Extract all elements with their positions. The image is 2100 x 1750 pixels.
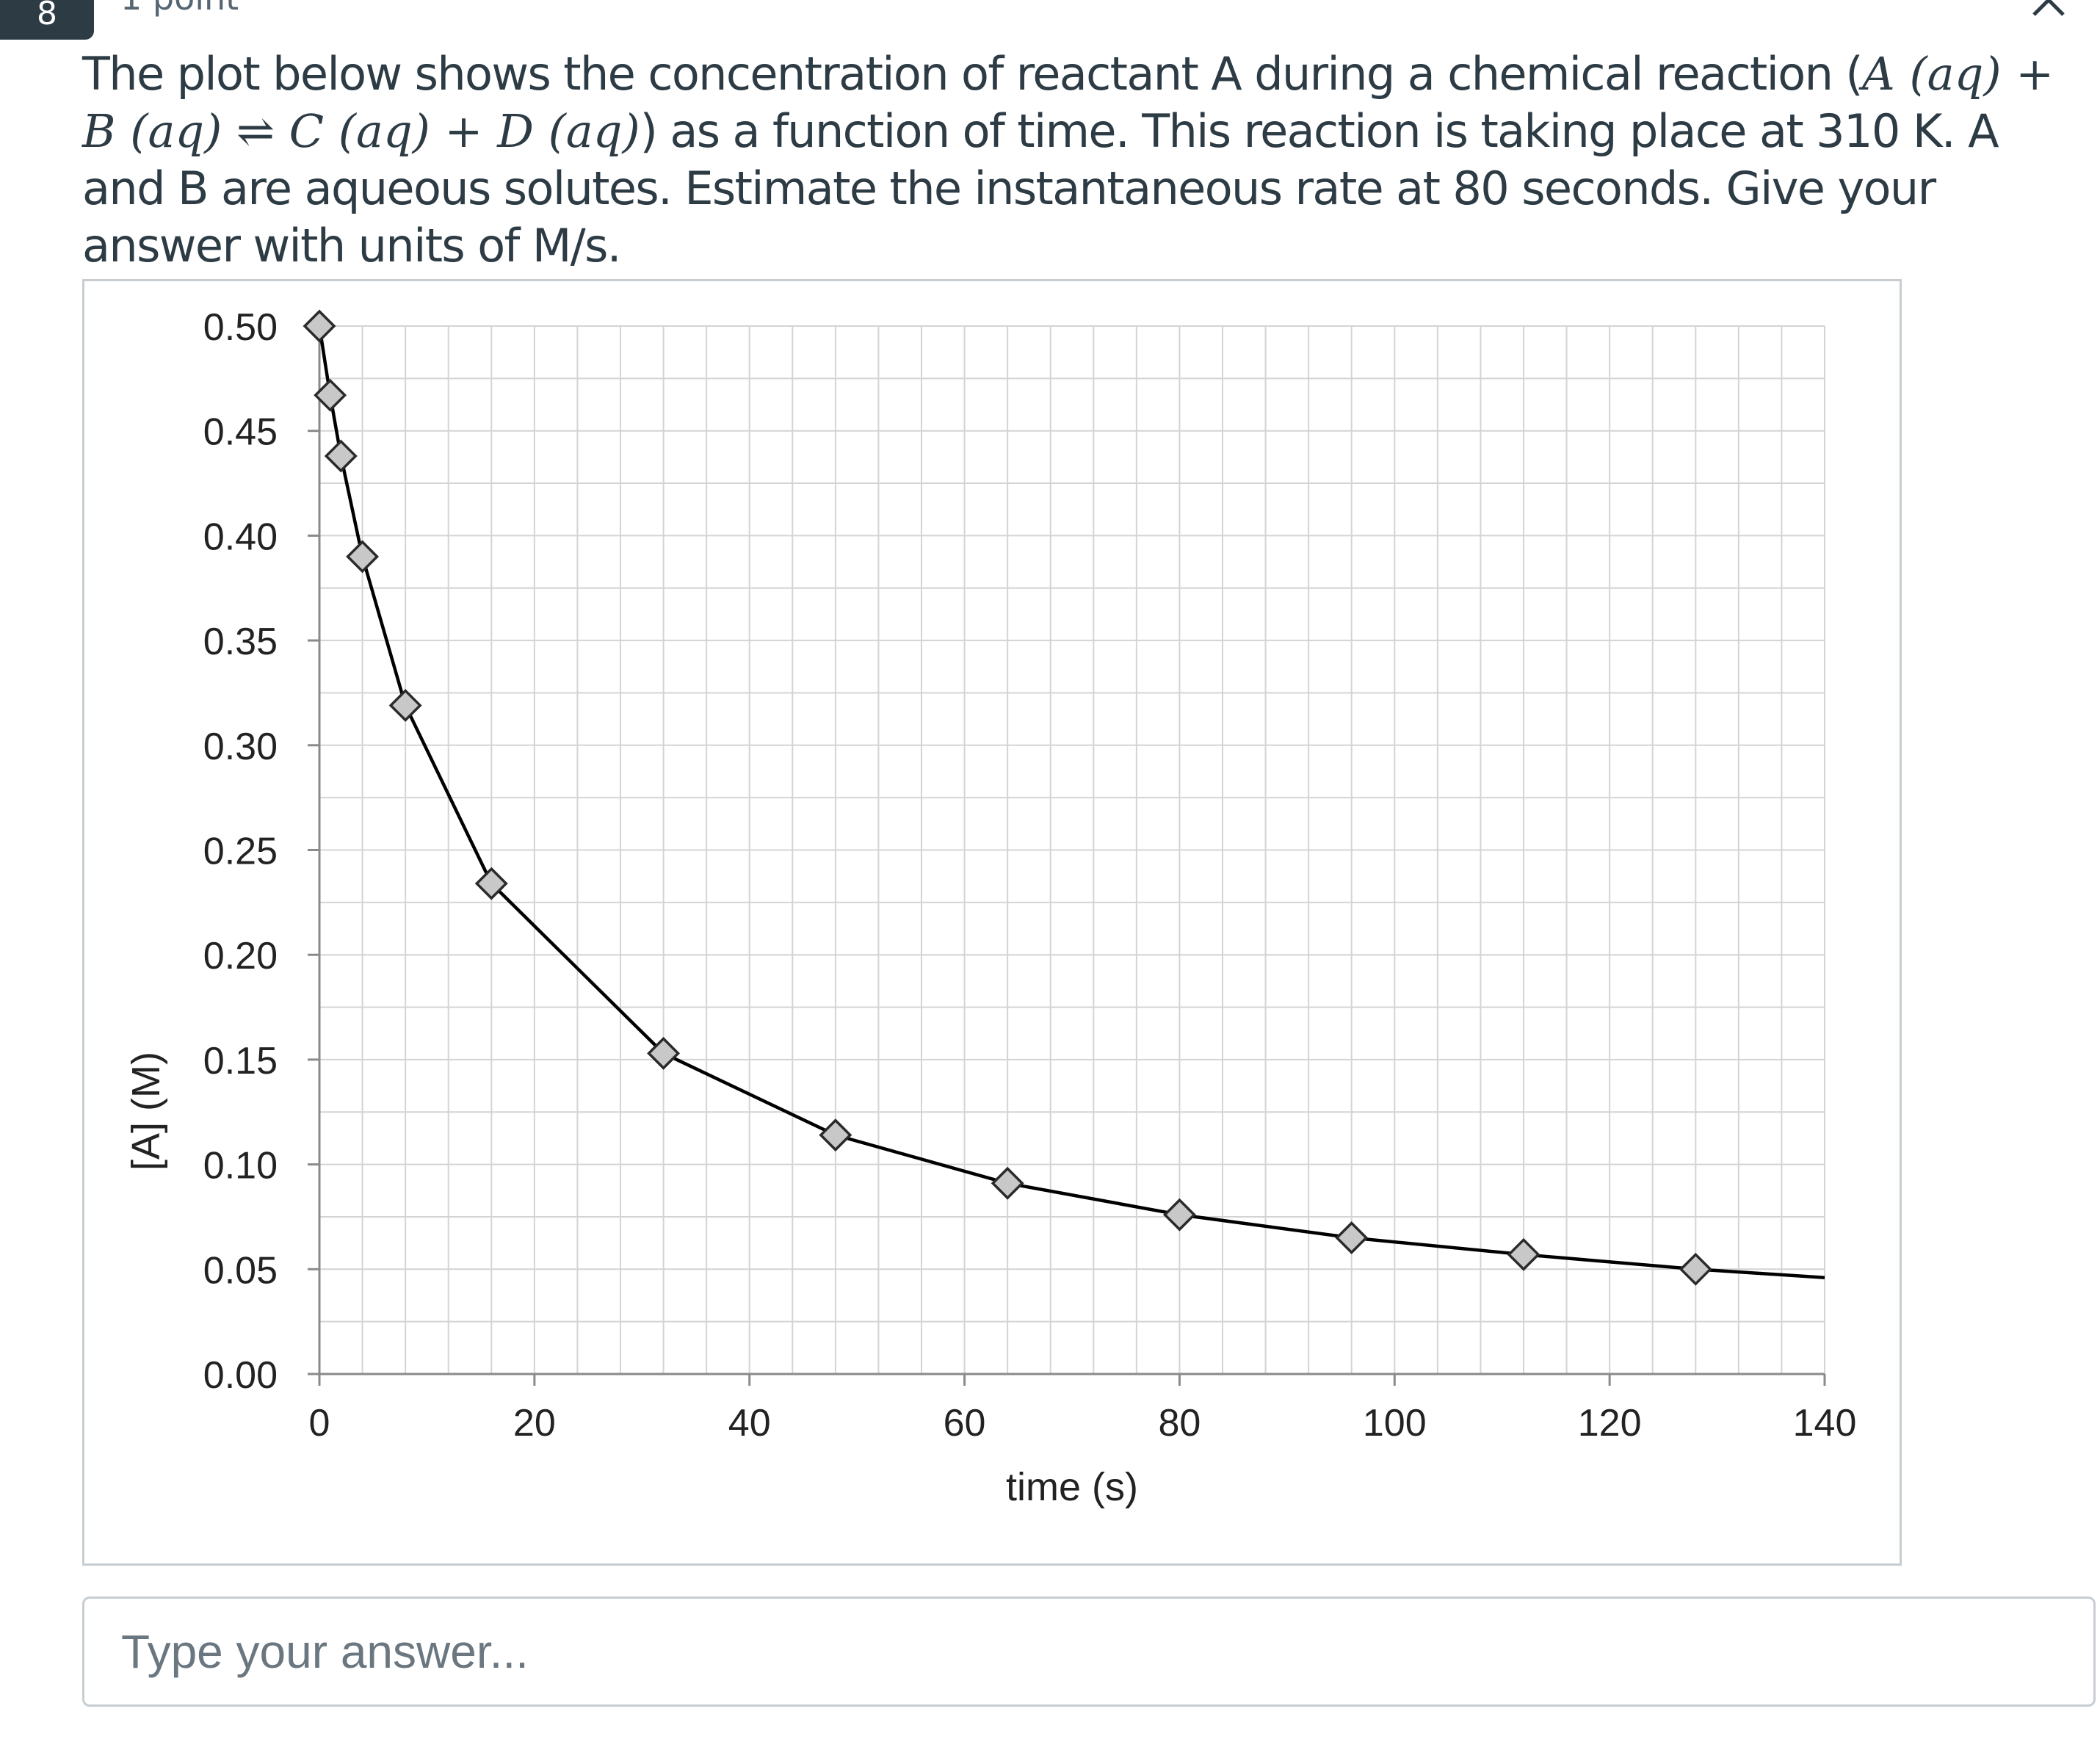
answer-input[interactable] [82,1597,2096,1707]
y-tick-label: 0.35 [203,621,278,663]
y-axis-label: [A] (M) [124,1052,168,1171]
y-tick-label: 0.50 [203,306,278,349]
data-point-marker [647,1036,681,1070]
data-point-marker [819,1118,852,1152]
x-tick-label: 20 [513,1402,556,1445]
concentration-chart: 0.00 0.05 0.10 0.15 0.20 0.25 0.30 0.35 0.40 0.45… [124,306,1857,1509]
question-text: The plot below shows the concentration o… [82,46,2065,275]
question-text-part1: The plot below shows the concentration o… [82,47,1864,101]
x-tick-label: 0 [309,1402,330,1445]
chart-container: 0.00 0.05 0.10 0.15 0.20 0.25 0.30 0.35 0.40 0.45… [82,279,1902,1566]
data-point-marker [1507,1237,1540,1271]
x-tick-label: 120 [1578,1402,1642,1445]
y-tick-label: 0.20 [203,935,278,977]
question-number-badge: 8 [0,0,94,40]
data-point-marker [1679,1252,1712,1286]
data-point-marker [303,309,336,343]
data-point-marker [346,540,380,574]
close-icon[interactable] [2028,0,2069,21]
x-tick-label: 100 [1363,1402,1427,1445]
x-tick-label: 80 [1159,1402,1201,1445]
x-tick-label: 140 [1793,1402,1857,1445]
data-point-marker [1335,1221,1369,1254]
y-tick-label: 0.15 [203,1040,278,1082]
question-text-part2: ) as a function of time. This reaction i… [82,104,1999,272]
x-tick-label: 60 [944,1402,986,1445]
x-axis-label: time (s) [1006,1465,1138,1509]
question-number: 8 [37,0,57,32]
y-tick-label: 0.05 [203,1249,278,1292]
question-points: 1 point [120,0,239,18]
x-tick-label: 40 [728,1402,771,1445]
y-tick-label: 0.45 [203,411,278,454]
data-point-marker [474,867,508,900]
data-point-marker [991,1166,1024,1200]
y-tick-label: 0.40 [203,516,278,558]
y-tick-label: 0.00 [203,1354,278,1397]
y-tick-label: 0.10 [203,1145,278,1187]
y-tick-label: 0.25 [203,831,278,873]
data-point-marker [314,378,347,412]
y-tick-label: 0.30 [203,726,278,768]
data-point-marker [388,689,422,723]
series-line [317,325,1825,1279]
reaction-equation: A (aq) + B (aq) ⇌ C (aq) + D (aq) [82,47,2054,158]
data-point-marker [324,439,358,473]
data-point-marker [1162,1198,1196,1232]
